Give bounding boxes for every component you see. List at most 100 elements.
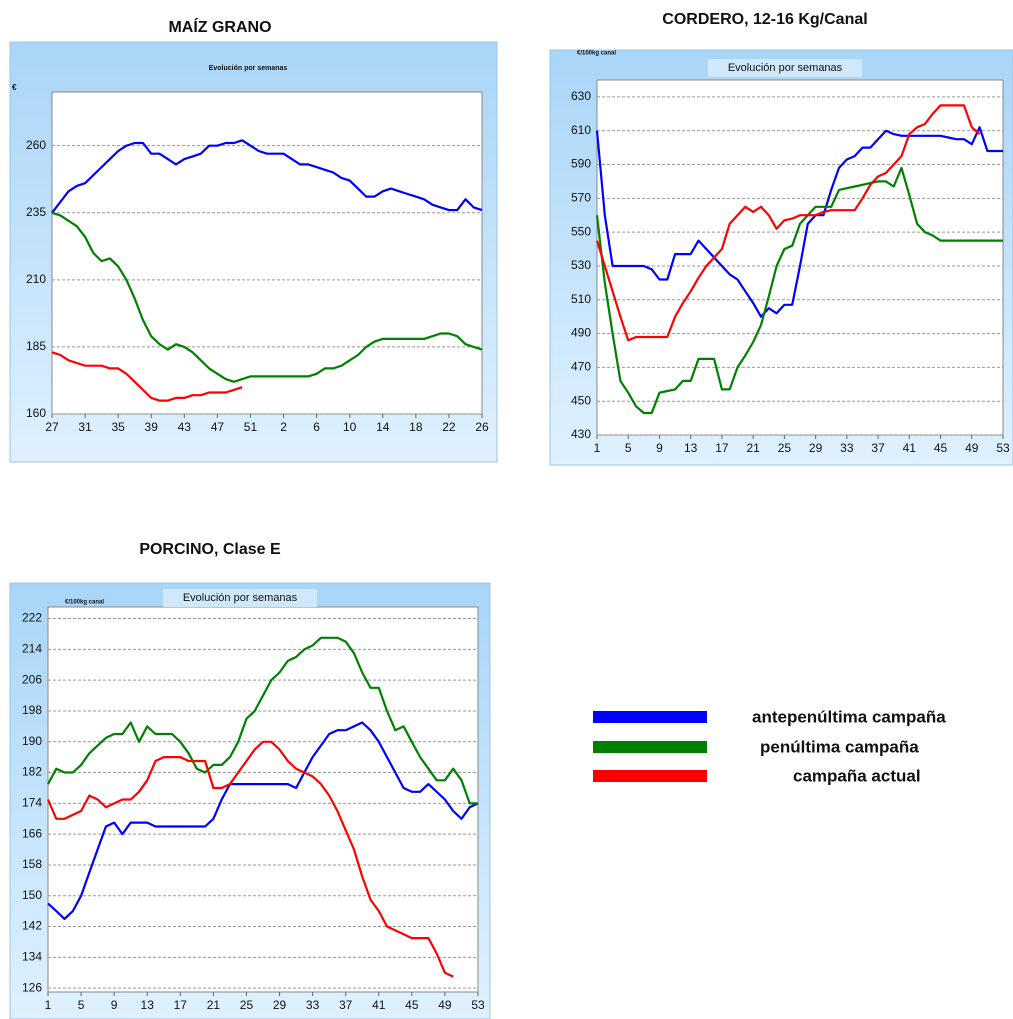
series-line xyxy=(595,166,1003,415)
x-tick-label: 27 xyxy=(45,420,59,434)
legend-swatch xyxy=(593,770,707,782)
y-axis-label: € xyxy=(12,83,17,92)
x-tick-label: 53 xyxy=(996,441,1010,455)
y-tick-label: 160 xyxy=(26,406,46,420)
plot-area xyxy=(596,79,1004,436)
x-tick-label: 35 xyxy=(111,420,125,434)
x-tick-label: 9 xyxy=(111,998,118,1012)
x-tick-label: 45 xyxy=(934,441,948,455)
x-tick-label: 6 xyxy=(313,420,320,434)
x-tick-label: 2 xyxy=(280,420,287,434)
x-tick-label: 39 xyxy=(145,420,159,434)
x-tick-label: 29 xyxy=(273,998,287,1012)
legend-label: antepenúltima campaña xyxy=(752,707,946,726)
y-tick-label: 158 xyxy=(22,857,42,871)
series-line xyxy=(51,351,243,402)
x-tick-label: 9 xyxy=(656,441,663,455)
y-tick-label: 470 xyxy=(571,360,591,374)
y-tick-label: 214 xyxy=(22,642,42,656)
series-line xyxy=(595,104,981,342)
series-line xyxy=(47,721,479,920)
plot-area xyxy=(51,91,483,415)
y-tick-label: 510 xyxy=(571,292,591,306)
y-tick-label: 210 xyxy=(26,272,46,286)
y-tick-label: 126 xyxy=(22,980,42,994)
x-tick-label: 29 xyxy=(809,441,823,455)
y-tick-label: 630 xyxy=(571,89,591,103)
x-tick-label: 49 xyxy=(438,998,452,1012)
y-tick-label: 182 xyxy=(22,765,42,779)
series-line xyxy=(46,740,454,978)
chart-title: MAÍZ GRANO xyxy=(168,17,271,36)
subtitle-box xyxy=(162,589,318,607)
x-tick-label: 33 xyxy=(306,998,320,1012)
x-tick-label: 41 xyxy=(903,441,917,455)
x-tick-label: 21 xyxy=(746,441,760,455)
chart-subtitle: Evolución por semanas xyxy=(183,592,298,604)
x-tick-label: 13 xyxy=(141,998,155,1012)
y-tick-label: 222 xyxy=(22,611,42,625)
x-tick-label: 1 xyxy=(594,441,601,455)
y-tick-label: 590 xyxy=(571,157,591,171)
y-tick-label: 530 xyxy=(571,258,591,272)
y-tick-label: 166 xyxy=(22,826,42,840)
x-tick-label: 17 xyxy=(174,998,188,1012)
y-tick-label: 190 xyxy=(22,734,42,748)
y-tick-label: 610 xyxy=(571,123,591,137)
x-tick-label: 47 xyxy=(211,420,225,434)
x-tick-label: 53 xyxy=(471,998,485,1012)
y-tick-label: 150 xyxy=(22,888,42,902)
legend-swatch xyxy=(593,741,707,753)
y-tick-label: 450 xyxy=(571,393,591,407)
x-tick-label: 13 xyxy=(684,441,698,455)
x-tick-label: 21 xyxy=(207,998,221,1012)
y-tick-label: 570 xyxy=(571,191,591,205)
subtitle-box xyxy=(707,59,863,77)
y-tick-label: 206 xyxy=(22,672,42,686)
y-axis-label: €/100kg canal xyxy=(577,51,616,57)
y-tick-label: 134 xyxy=(22,950,42,964)
y-tick-label: 550 xyxy=(571,224,591,238)
y-tick-label: 185 xyxy=(26,339,46,353)
x-tick-label: 51 xyxy=(244,420,258,434)
chart-title: CORDERO, 12-16 Kg/Canal xyxy=(662,11,867,28)
chart-subtitle: Evolución por semanas xyxy=(728,62,843,74)
y-axis-label: €/100kg canal xyxy=(65,600,104,606)
x-tick-label: 25 xyxy=(778,441,792,455)
x-tick-label: 18 xyxy=(409,420,423,434)
x-tick-label: 49 xyxy=(965,441,979,455)
y-tick-label: 142 xyxy=(22,919,42,933)
chart-title: PORCINO, Clase E xyxy=(139,541,281,558)
x-tick-label: 1 xyxy=(45,998,52,1012)
x-tick-label: 31 xyxy=(78,420,92,434)
x-tick-label: 41 xyxy=(372,998,386,1012)
x-tick-label: 22 xyxy=(442,420,456,434)
y-tick-label: 490 xyxy=(571,326,591,340)
legend-label: campaña actual xyxy=(793,766,921,785)
x-tick-label: 37 xyxy=(871,441,885,455)
y-tick-label: 174 xyxy=(22,796,42,810)
chart-subtitle: Evolución por semanas xyxy=(209,65,288,72)
y-tick-label: 198 xyxy=(22,703,42,717)
x-tick-label: 33 xyxy=(840,441,854,455)
series-line xyxy=(51,211,483,383)
y-tick-label: 235 xyxy=(26,205,46,219)
x-tick-label: 10 xyxy=(343,420,357,434)
x-tick-label: 43 xyxy=(178,420,192,434)
x-tick-label: 37 xyxy=(339,998,353,1012)
x-tick-label: 14 xyxy=(376,420,390,434)
x-tick-label: 25 xyxy=(240,998,254,1012)
x-tick-label: 45 xyxy=(405,998,419,1012)
series-line xyxy=(595,126,1003,318)
x-tick-label: 5 xyxy=(78,998,85,1012)
x-tick-label: 17 xyxy=(715,441,729,455)
series-line xyxy=(47,636,478,805)
legend-swatch xyxy=(593,711,707,723)
plot-area xyxy=(47,606,479,993)
legend-label: penúltima campaña xyxy=(760,737,919,756)
series-line xyxy=(51,139,483,214)
y-tick-label: 430 xyxy=(571,427,591,441)
y-tick-label: 260 xyxy=(26,138,46,152)
